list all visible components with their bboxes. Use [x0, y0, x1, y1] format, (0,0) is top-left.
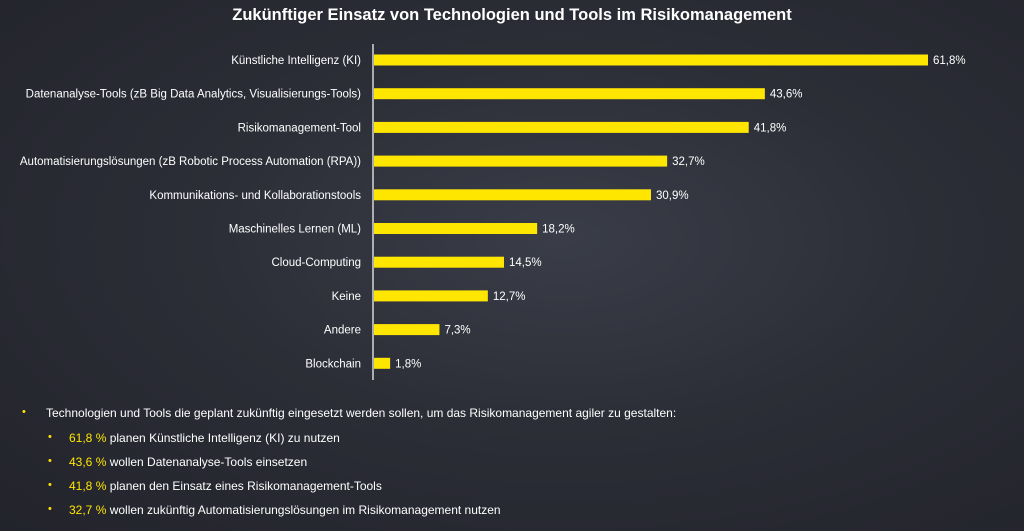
note-item-text: wollen zukünftig Automatisierungslösunge…	[106, 503, 501, 517]
value-label: 1,8%	[395, 358, 421, 370]
note-item-text: planen den Einsatz eines Risikomanagemen…	[106, 479, 382, 493]
bullet-icon: •	[48, 431, 52, 443]
category-label: Keine	[332, 291, 361, 303]
bullet-icon: •	[48, 503, 52, 515]
category-label: Automatisierungslösungen (zB Robotic Pro…	[20, 156, 361, 168]
value-label: 7,3%	[444, 325, 470, 337]
note-item-text: wollen Datenanalyse-Tools einsetzen	[106, 455, 308, 469]
value-label: 41,8%	[754, 122, 787, 134]
bar	[374, 290, 488, 302]
bar	[374, 121, 749, 133]
category-label: Andere	[324, 325, 361, 337]
value-label: 61,8%	[933, 55, 966, 67]
value-label: 12,7%	[493, 291, 526, 303]
note-item-pct: 61,8 %	[69, 431, 107, 445]
bar	[374, 155, 668, 167]
category-label: Cloud-Computing	[272, 257, 362, 269]
bar	[374, 54, 928, 66]
category-label: Risikomanagement-Tool	[238, 122, 361, 134]
value-label: 18,2%	[542, 224, 575, 236]
bar	[374, 223, 538, 234]
notes-intro: Technologien und Tools die geplant zukün…	[46, 406, 677, 420]
value-label: 30,9%	[656, 190, 689, 202]
bar	[374, 189, 651, 201]
bar-chart: Künstliche Intelligenz (KI) 61,8% Datenana…	[20, 54, 966, 370]
note-item-pct: 43,6 %	[69, 455, 107, 469]
bar	[374, 88, 765, 100]
bar	[374, 256, 504, 268]
value-label: 14,5%	[509, 257, 542, 269]
chart-title: Zukünftiger Einsatz von Technologien und…	[232, 6, 792, 24]
bar	[374, 357, 391, 369]
note-item-pct: 32,7 %	[69, 503, 107, 517]
category-label: Maschinelles Lernen (ML)	[229, 224, 361, 236]
bullet-icon: •	[48, 455, 52, 467]
value-label: 32,7%	[672, 156, 705, 168]
category-label: Kommunikations- und Kollaborationstools	[149, 190, 361, 202]
bullet-icon: •	[48, 479, 52, 491]
note-item-text: planen Künstliche Intelligenz (KI) zu nu…	[106, 431, 340, 445]
category-label: Blockchain	[305, 358, 361, 370]
bullet-icon: •	[22, 406, 26, 418]
value-label: 43,6%	[770, 89, 803, 101]
category-label: Künstliche Intelligenz (KI)	[231, 55, 361, 67]
note-item-pct: 41,8 %	[69, 479, 107, 493]
category-label: Datenanalyse-Tools (zB Big Data Analytic…	[26, 89, 362, 101]
bar	[374, 324, 440, 336]
